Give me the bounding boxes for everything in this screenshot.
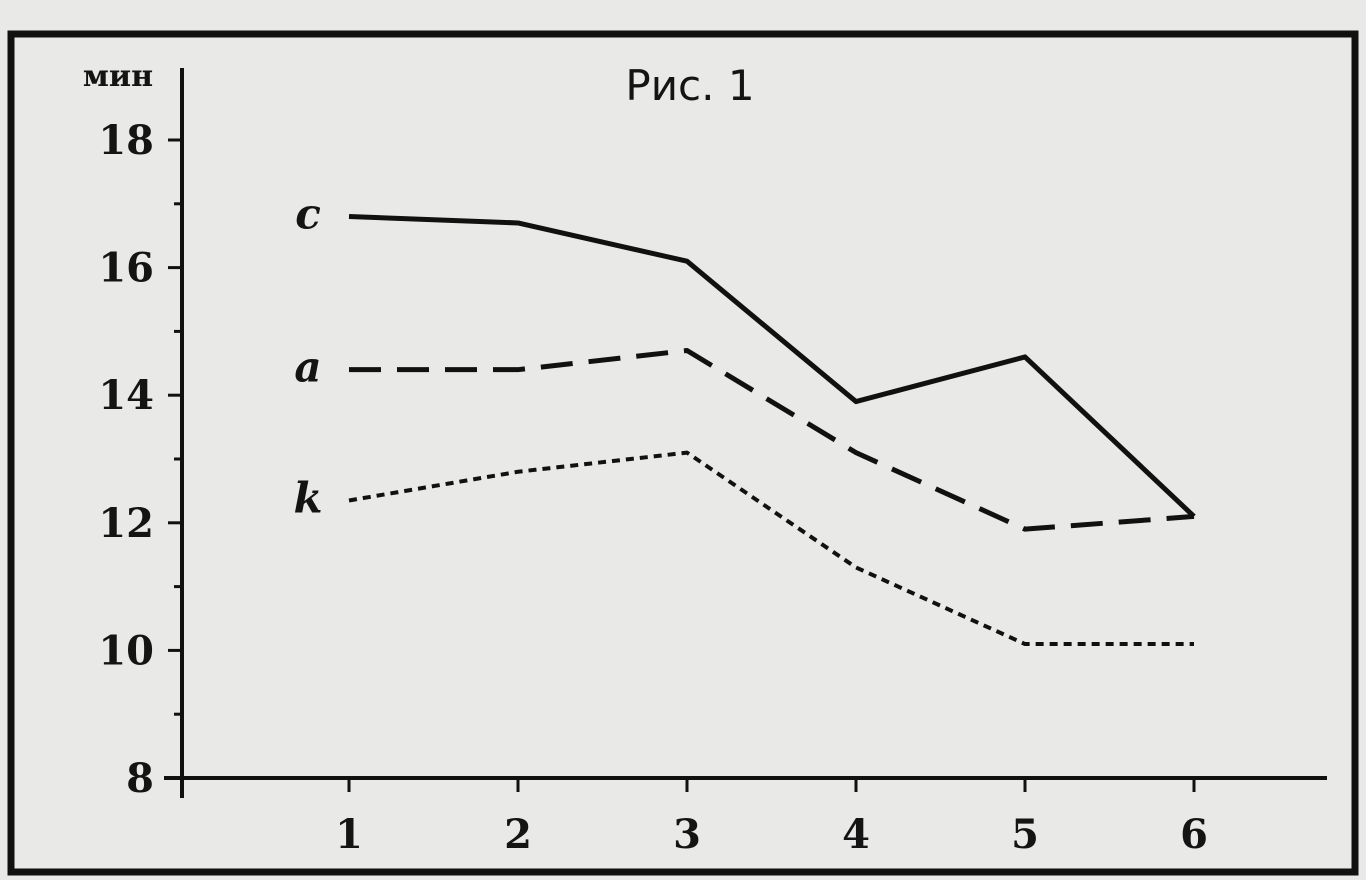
x-tick-label: 4 bbox=[842, 811, 870, 858]
x-tick-label: 1 bbox=[335, 811, 363, 858]
y-tick-label: 18 bbox=[98, 117, 154, 164]
chart-title: Рис. 1 bbox=[625, 61, 754, 110]
x-tick-label: 6 bbox=[1180, 811, 1208, 858]
y-tick-label: 10 bbox=[98, 627, 154, 674]
y-axis-unit: мин bbox=[83, 59, 153, 94]
series-label-c: c bbox=[295, 190, 321, 239]
series-label-k: k bbox=[293, 473, 322, 522]
chart-border bbox=[7, 30, 1359, 876]
series-line-k bbox=[348, 450, 1194, 647]
y-tick-label: 16 bbox=[98, 245, 154, 292]
x-tick-label: 5 bbox=[1011, 811, 1039, 858]
series-line-c bbox=[348, 214, 1196, 519]
y-tick-label: 8 bbox=[126, 755, 154, 802]
series-line-a bbox=[349, 348, 1195, 532]
y-tick-label: 12 bbox=[98, 500, 154, 547]
y-tick-label: 14 bbox=[98, 372, 154, 419]
series-label-a: a bbox=[294, 343, 321, 392]
x-tick-label: 3 bbox=[673, 811, 701, 858]
x-tick-label: 2 bbox=[504, 811, 532, 858]
